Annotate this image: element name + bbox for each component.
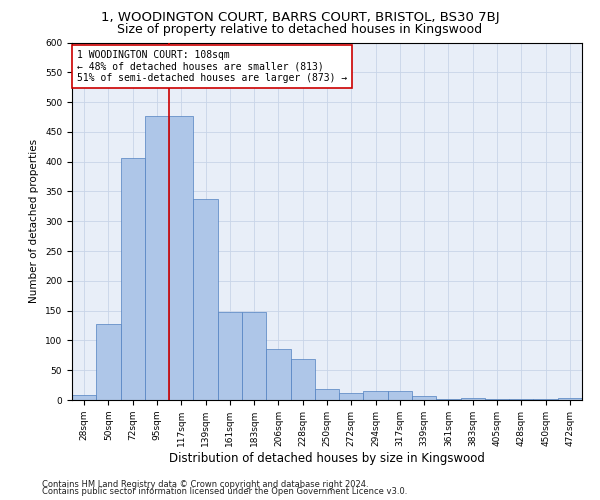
X-axis label: Distribution of detached houses by size in Kingswood: Distribution of detached houses by size …	[169, 452, 485, 464]
Text: 1, WOODINGTON COURT, BARRS COURT, BRISTOL, BS30 7BJ: 1, WOODINGTON COURT, BARRS COURT, BRISTO…	[101, 11, 499, 24]
Bar	[558, 398, 582, 400]
Y-axis label: Number of detached properties: Number of detached properties	[29, 139, 40, 304]
Text: Contains HM Land Registry data © Crown copyright and database right 2024.: Contains HM Land Registry data © Crown c…	[42, 480, 368, 489]
Text: 1 WOODINGTON COURT: 108sqm
← 48% of detached houses are smaller (813)
51% of sem: 1 WOODINGTON COURT: 108sqm ← 48% of deta…	[77, 50, 347, 83]
Bar	[485, 399, 509, 400]
Bar	[436, 399, 461, 400]
Bar	[388, 391, 412, 400]
Bar	[533, 399, 558, 400]
Bar	[96, 324, 121, 400]
Bar	[315, 390, 339, 400]
Bar	[121, 158, 145, 400]
Bar	[266, 350, 290, 400]
Bar	[290, 360, 315, 400]
Bar	[339, 393, 364, 400]
Bar	[412, 396, 436, 400]
Text: Contains public sector information licensed under the Open Government Licence v3: Contains public sector information licen…	[42, 487, 407, 496]
Bar	[242, 312, 266, 400]
Bar	[509, 399, 533, 400]
Bar	[193, 198, 218, 400]
Bar	[145, 116, 169, 400]
Bar	[461, 398, 485, 400]
Bar	[72, 395, 96, 400]
Text: Size of property relative to detached houses in Kingswood: Size of property relative to detached ho…	[118, 22, 482, 36]
Bar	[218, 312, 242, 400]
Bar	[364, 391, 388, 400]
Bar	[169, 116, 193, 400]
